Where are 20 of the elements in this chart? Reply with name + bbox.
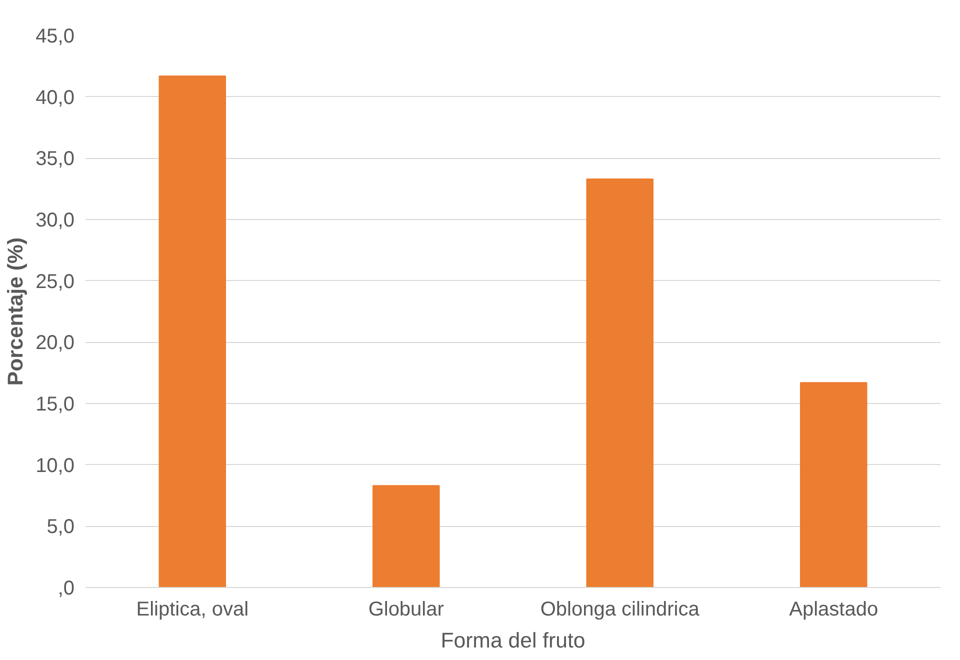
y-tick-label: 25,0 xyxy=(36,270,75,293)
bar xyxy=(158,75,226,588)
x-tick-label: Aplastado xyxy=(789,598,878,620)
bar xyxy=(586,178,654,588)
y-tick-label: 20,0 xyxy=(36,332,75,354)
x-tick-label: Oblonga cilindrica xyxy=(540,598,700,620)
x-tick-label: Globular xyxy=(368,598,444,620)
y-tick-label: 5,0 xyxy=(46,516,75,538)
x-tick-label: Eliptica, oval xyxy=(136,598,249,620)
bar xyxy=(372,485,440,588)
y-tick-label: 10,0 xyxy=(36,454,75,477)
y-tick-label: 30,0 xyxy=(36,210,75,232)
y-tick-label: 45,0 xyxy=(36,26,75,48)
y-tick-label: 40,0 xyxy=(36,86,75,109)
x-axis-title: Forma del fruto xyxy=(440,628,586,652)
bar xyxy=(800,382,868,588)
y-tick-label: ,0 xyxy=(58,578,75,600)
y-tick-label: 35,0 xyxy=(36,148,75,170)
y-axis-title: Porcentaje (%) xyxy=(4,237,28,386)
y-tick-label: 15,0 xyxy=(36,394,75,416)
